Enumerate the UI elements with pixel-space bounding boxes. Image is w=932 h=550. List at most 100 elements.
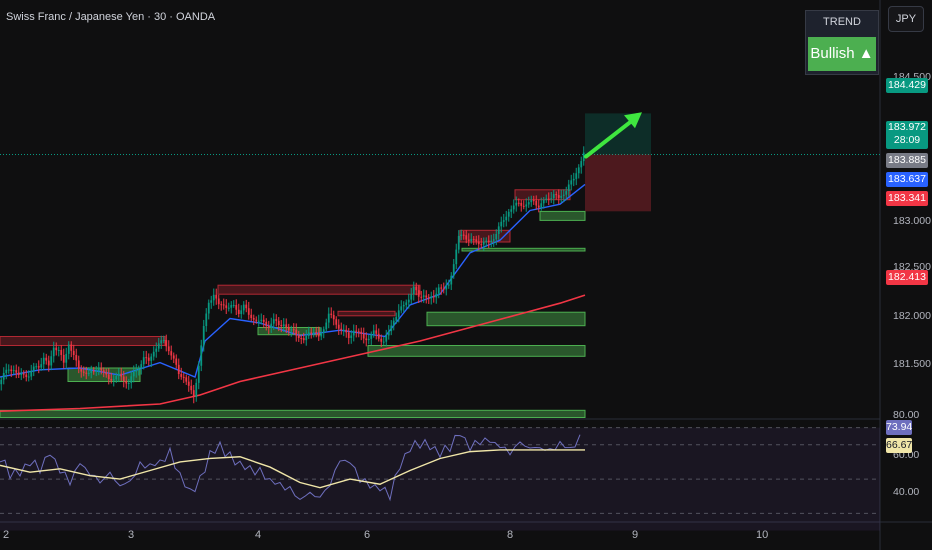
rsi-pane (0, 427, 880, 531)
candle-body (32, 366, 35, 371)
candle-body (405, 302, 408, 305)
time-axis-label: 9 (632, 529, 639, 541)
candle-body (102, 370, 105, 373)
candle-body (357, 331, 360, 333)
candle-body (22, 373, 25, 375)
candle-body (475, 239, 478, 242)
candle-body (487, 240, 490, 242)
candle-body (225, 305, 228, 308)
candle-body (507, 211, 510, 217)
candle-body (352, 330, 355, 336)
trade-position (585, 113, 651, 212)
candle-body (385, 335, 388, 342)
candle-body (472, 239, 475, 241)
candle-body (525, 204, 528, 207)
price-axis-label: 183.000 (893, 215, 931, 227)
candle-body (360, 331, 363, 334)
arrow-shaft (584, 117, 636, 159)
candle-body (185, 377, 188, 382)
candle-body (205, 313, 208, 326)
candle-body (132, 371, 135, 377)
gray-price-tag: 183.885 (886, 153, 928, 168)
candle-body (515, 202, 518, 206)
candle-body (425, 295, 428, 298)
candle-body (540, 203, 543, 208)
candle-body (167, 346, 170, 352)
candle-body (250, 314, 253, 318)
time-axis-label: 10 (756, 529, 769, 541)
candle-body (62, 354, 65, 363)
candle-body (287, 326, 290, 331)
candle-body (415, 286, 418, 291)
candle-body (137, 368, 140, 370)
time-axis-label: 2 (3, 529, 10, 541)
candle-body (162, 340, 165, 342)
candle-body (377, 333, 380, 339)
candle-body (257, 320, 260, 322)
candle-body (412, 286, 415, 295)
candle-body (582, 152, 585, 162)
candle-body (125, 381, 128, 384)
candle-body (17, 372, 20, 376)
stop-price-tag: 183.341 (886, 191, 928, 206)
candle-body (337, 324, 340, 329)
candle-body (407, 299, 410, 303)
candle-body (40, 364, 43, 368)
target-arrow-icon (584, 112, 642, 159)
candle-body (245, 304, 248, 309)
candle-body (242, 304, 245, 311)
candle-body (82, 371, 85, 373)
candle-body (392, 320, 395, 326)
candle-body (340, 328, 343, 330)
candle-body (70, 344, 73, 351)
candle-body (52, 347, 55, 357)
candle-body (307, 332, 310, 336)
sma-price-tag: 182.413 (886, 270, 928, 285)
candle-body (432, 296, 435, 298)
candle-body (2, 372, 5, 380)
candle-body (367, 338, 370, 341)
candle-body (77, 360, 80, 369)
arrow-head (624, 112, 642, 129)
candle-body (452, 264, 455, 276)
last-price-value: 183.972 (888, 121, 926, 133)
candle-body (505, 216, 508, 221)
candle-body (262, 319, 265, 322)
candle-body (535, 200, 538, 206)
candle-body (565, 191, 568, 195)
candle-body (267, 326, 270, 328)
candle-body (305, 335, 308, 341)
candle-body (332, 314, 335, 320)
candle-body (400, 306, 403, 311)
candle-body (345, 329, 348, 333)
candle-body (210, 300, 213, 303)
rsi-axis-label: 80.00 (893, 409, 920, 421)
candle-body (215, 294, 218, 299)
candle-body (155, 348, 158, 352)
candle-body (330, 313, 333, 315)
candle-body (577, 167, 580, 174)
candle-body (120, 373, 123, 377)
candle-body (122, 376, 125, 382)
target-price-tag: 184.429 (886, 78, 928, 93)
rsi-value-tag: 73.94 (886, 420, 913, 435)
currency-button[interactable]: JPY (888, 6, 924, 32)
candle-body (97, 368, 100, 372)
candle-body (375, 330, 378, 334)
rsi-axis-label: 40.00 (893, 486, 920, 498)
candle-body (100, 368, 103, 371)
candle-body (450, 275, 453, 285)
candle-body (422, 295, 425, 297)
candle-body (192, 390, 195, 398)
candle-body (280, 325, 283, 327)
candle-body (440, 287, 443, 289)
candle-body (495, 233, 498, 240)
supply-zone (217, 284, 421, 295)
candle-body (435, 293, 438, 298)
supply-zone (0, 336, 166, 346)
candle-body (157, 343, 160, 349)
candle-body (302, 338, 305, 341)
candle-body (325, 322, 328, 330)
